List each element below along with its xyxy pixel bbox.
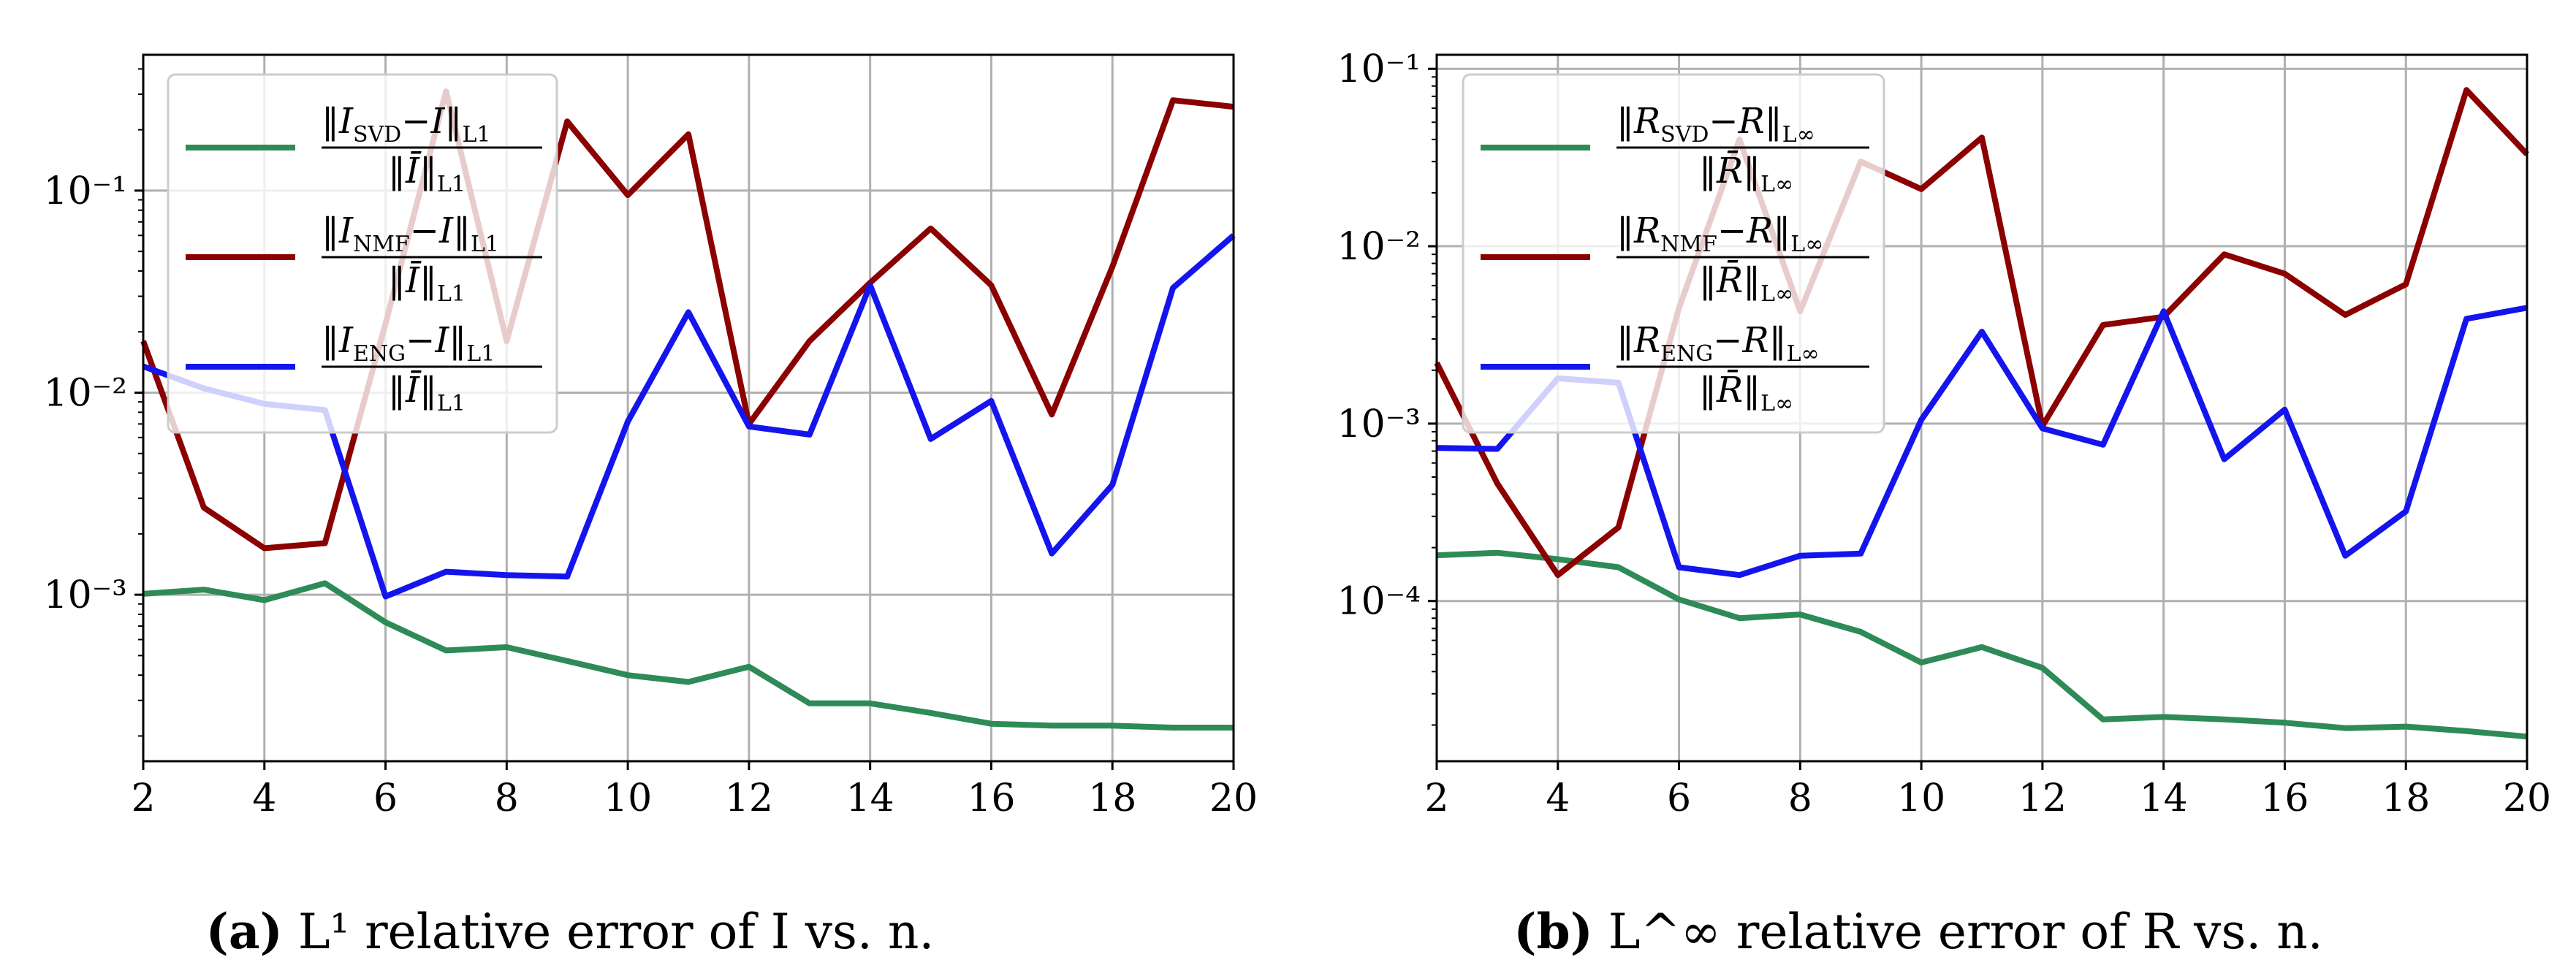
x-tick-label: 14 (846, 777, 894, 820)
series-line-0 (143, 580, 1234, 731)
y-tick-label: 10⁻¹ (1337, 47, 1421, 91)
caption-a: (a) L¹ relative error of I vs. n. (206, 903, 935, 960)
legend-denominator-0: ‖Ī‖L1 (388, 150, 466, 197)
x-tick-label: 6 (373, 777, 398, 820)
x-tick-label: 16 (967, 777, 1015, 820)
x-tick-label: 20 (2503, 777, 2551, 820)
series-line-1 (1434, 87, 2529, 579)
y-tick-label: 10⁻³ (1337, 403, 1421, 446)
legend-denominator-0: ‖R̄‖L∞ (1699, 149, 1793, 197)
series-line-1 (140, 88, 1234, 552)
y-tick-label: 10⁻² (1337, 225, 1421, 269)
legend-numerator-0: ‖ISVD−I‖L1 (322, 101, 490, 148)
legend-denominator-2: ‖R̄‖L∞ (1699, 368, 1793, 416)
x-tick-label: 18 (2382, 777, 2430, 820)
x-tick-label: 12 (2018, 777, 2067, 820)
series-line-0 (1436, 549, 2528, 740)
caption-b: (b) L^∞ relative error of R vs. n. (1513, 903, 2323, 960)
legend-box (1462, 73, 1885, 434)
panel-a-chart: 2 4 6 8 10 12 14 16 18 2010⁻³10⁻²10⁻¹‖ISVD−I‖L1‖Ī… (44, 53, 1258, 820)
y-tick-label: 10⁻² (44, 372, 127, 416)
legend-denominator-2: ‖Ī‖L1 (388, 370, 466, 416)
y-tick-label: 10⁻¹ (44, 169, 127, 213)
panel-b-chart: 2 4 6 8 10 12 14 16 18 20 10⁻⁴ 10⁻³ 10⁻² 10⁻¹ ‖RSVD−R‖… (1337, 47, 2552, 820)
axes-frame (1435, 53, 2528, 763)
x-tick-label: 12 (725, 777, 773, 820)
legend-numerator-2: ‖IENG−I‖L1 (322, 320, 495, 367)
y-tick-label: 10⁻³ (44, 573, 127, 617)
legend-denominator-1: ‖R̄‖L∞ (1699, 259, 1793, 307)
legend-numerator-2: ‖RENG−R‖L∞ (1616, 320, 1820, 367)
axes-frame (142, 53, 1235, 763)
legend-numerator-0: ‖RSVD−R‖L∞ (1616, 101, 1815, 148)
x-tick-label: 6 (1667, 777, 1691, 820)
x-tick-label: 10 (1897, 777, 1945, 820)
x-tick-label: 16 (2260, 777, 2309, 820)
x-tick-label: 10 (604, 777, 652, 820)
legend-numerator-1: ‖RNMF−R‖L∞ (1616, 210, 1823, 257)
x-tick-label: 18 (1088, 777, 1136, 820)
x-tick-label: 4 (1546, 777, 1570, 820)
legend-numerator-1: ‖INMF−I‖L1 (322, 210, 499, 257)
x-tick-label: 8 (495, 777, 519, 820)
x-tick-label: 8 (1788, 777, 1812, 820)
x-tick-label: 2 (1424, 777, 1448, 820)
x-tick-label: 20 (1209, 777, 1258, 820)
x-tick-label: 4 (252, 777, 276, 820)
x-tick-label: 2 (131, 777, 155, 820)
y-tick-label: 10⁻⁴ (1337, 580, 1421, 624)
legend-denominator-1: ‖Ī‖L1 (388, 260, 466, 307)
x-tick-label: 14 (2140, 777, 2188, 820)
legend-box (167, 73, 558, 434)
